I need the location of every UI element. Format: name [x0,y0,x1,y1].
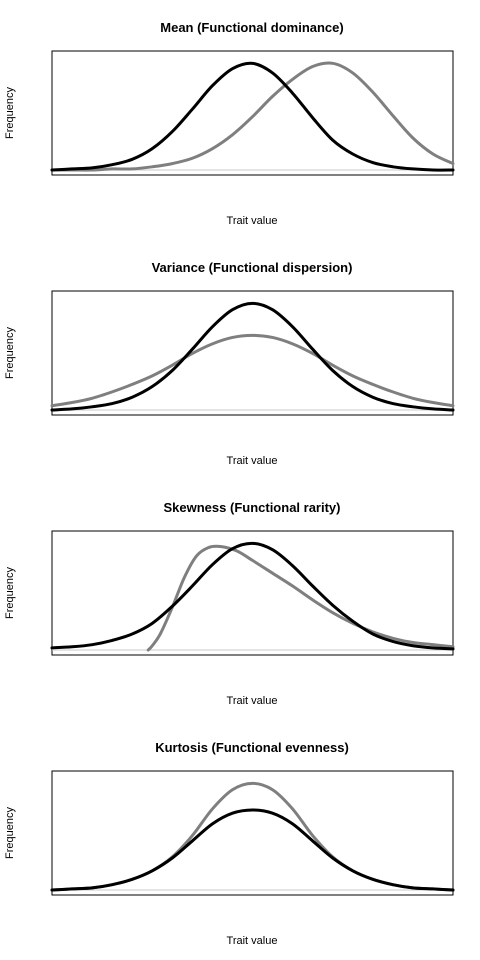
plot-frame [51,50,454,176]
series-line-gray [50,333,455,408]
chart-panel: Variance (Functional dispersion) Frequenc… [4,260,455,467]
series-line-black [50,61,455,172]
chart-title: Skewness (Functional rarity) [164,500,341,515]
x-axis-label: Trait value [227,215,278,227]
series-line-gray [146,544,455,652]
series-line-gray [50,61,455,172]
series-line-gray [50,781,455,892]
chart-panel: Skewness (Functional rarity) Frequency Tra… [4,500,455,707]
series-line-black [50,301,455,412]
chart-title: Kurtosis (Functional evenness) [155,740,349,755]
y-axis-label: Frequency [4,807,16,859]
series-line-black [50,808,455,892]
x-axis-label: Trait value [227,455,278,467]
chart-panel: Mean (Functional dominance) Frequency Trai… [4,20,455,227]
y-axis-label: Frequency [4,87,16,139]
chart-title: Mean (Functional dominance) [160,20,343,35]
chart-title: Variance (Functional dispersion) [152,260,353,275]
plot-frame [51,530,454,656]
x-axis-label: Trait value [227,695,278,707]
chart-panel: Kurtosis (Functional evenness) Frequency T… [4,740,455,947]
plot-frame [51,770,454,896]
plot-frame [51,290,454,416]
x-axis-label: Trait value [227,935,278,947]
y-axis-label: Frequency [4,327,16,379]
y-axis-label: Frequency [4,567,16,619]
series-line-black [50,541,455,651]
